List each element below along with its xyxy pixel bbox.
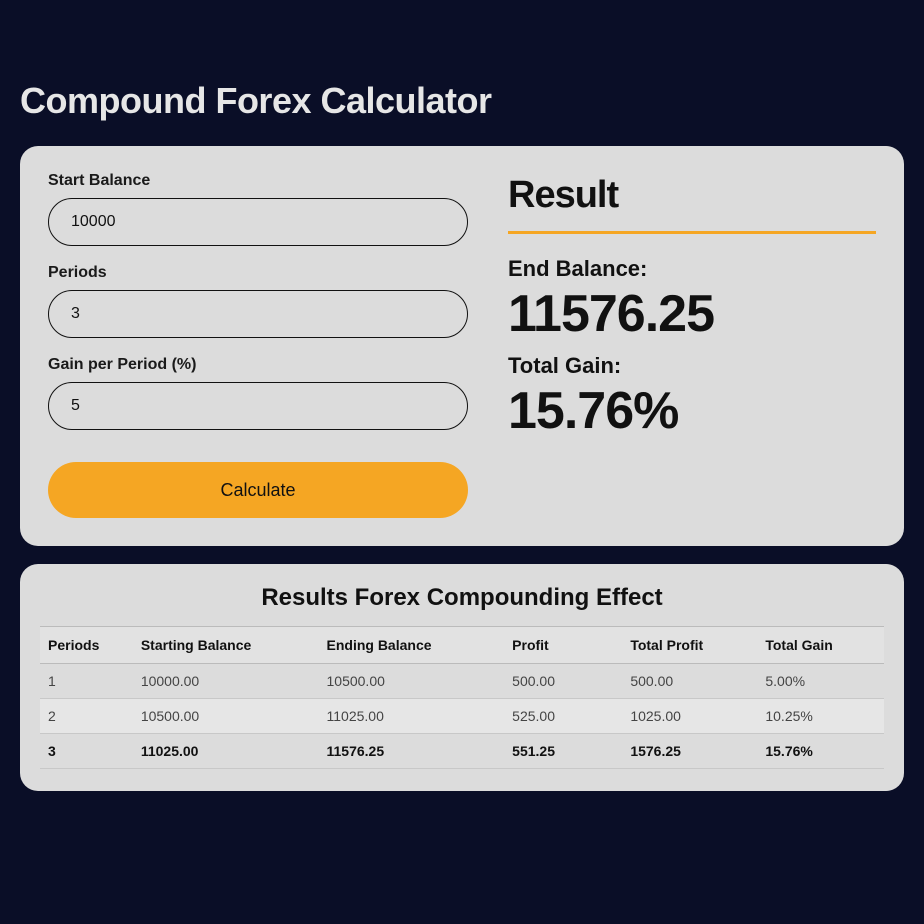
gain-input[interactable] (71, 397, 445, 415)
table-header-cell: Total Profit (622, 627, 757, 664)
table-header-cell: Total Gain (757, 627, 884, 664)
table-row: 210500.0011025.00525.001025.0010.25% (40, 699, 884, 734)
total-gain-label: Total Gain: (508, 353, 876, 379)
table-cell: 500.00 (622, 664, 757, 699)
table-cell: 3 (40, 734, 133, 769)
results-table: PeriodsStarting BalanceEnding BalancePro… (40, 626, 884, 769)
table-header-cell: Ending Balance (319, 627, 505, 664)
gain-label: Gain per Period (%) (48, 356, 468, 374)
gain-input-wrap[interactable] (48, 382, 468, 430)
table-body: 110000.0010500.00500.00500.005.00%210500… (40, 664, 884, 769)
results-table-title: Results Forex Compounding Effect (40, 584, 884, 612)
end-balance-value: 11576.25 (508, 286, 876, 343)
table-cell: 1576.25 (622, 734, 757, 769)
table-cell: 500.00 (504, 664, 622, 699)
table-cell: 10000.00 (133, 664, 319, 699)
calculate-button[interactable]: Calculate (48, 462, 468, 518)
table-header-cell: Periods (40, 627, 133, 664)
table-header-row: PeriodsStarting BalanceEnding BalancePro… (40, 627, 884, 664)
table-cell: 551.25 (504, 734, 622, 769)
table-row: 110000.0010500.00500.00500.005.00% (40, 664, 884, 699)
table-cell: 2 (40, 699, 133, 734)
table-cell: 10.25% (757, 699, 884, 734)
table-cell: 1 (40, 664, 133, 699)
result-column: Result End Balance: 11576.25 Total Gain:… (508, 168, 876, 518)
start-balance-input-wrap[interactable] (48, 198, 468, 246)
table-cell: 1025.00 (622, 699, 757, 734)
periods-label: Periods (48, 264, 468, 282)
table-cell: 10500.00 (133, 699, 319, 734)
table-cell: 11025.00 (133, 734, 319, 769)
table-cell: 15.76% (757, 734, 884, 769)
table-cell: 5.00% (757, 664, 884, 699)
table-header-cell: Starting Balance (133, 627, 319, 664)
total-gain-value: 15.76% (508, 383, 876, 440)
start-balance-input[interactable] (71, 213, 445, 231)
page-title: Compound Forex Calculator (20, 80, 904, 122)
form-column: Start Balance Periods Gain per Period (%… (48, 168, 468, 518)
calculator-card: Start Balance Periods Gain per Period (%… (20, 146, 904, 546)
table-header-cell: Profit (504, 627, 622, 664)
table-row: 311025.0011576.25551.251576.2515.76% (40, 734, 884, 769)
table-cell: 11576.25 (319, 734, 505, 769)
table-cell: 11025.00 (319, 699, 505, 734)
table-cell: 525.00 (504, 699, 622, 734)
results-table-card: Results Forex Compounding Effect Periods… (20, 564, 904, 791)
table-cell: 10500.00 (319, 664, 505, 699)
end-balance-label: End Balance: (508, 256, 876, 282)
periods-input[interactable] (71, 305, 445, 323)
start-balance-label: Start Balance (48, 172, 468, 190)
result-title: Result (508, 174, 876, 234)
periods-input-wrap[interactable] (48, 290, 468, 338)
